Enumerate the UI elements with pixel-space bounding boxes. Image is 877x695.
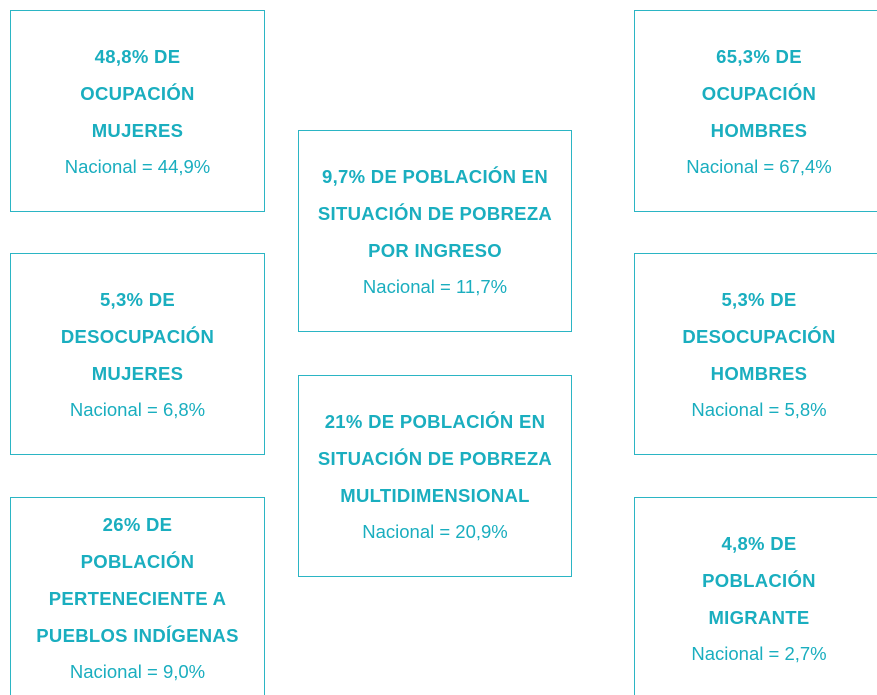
national-value: Nacional = 20,9% — [362, 520, 508, 542]
national-value: Nacional = 44,9% — [64, 155, 211, 177]
headline-line: 5,3% DE — [99, 288, 176, 310]
stat-box: 65,3% DE OCUPACIÓN HOMBRES Nacional = 67,4% — [634, 10, 877, 212]
headline-line: DESOCUPACIÓN — [682, 325, 836, 347]
national-value: Nacional = 11,7% — [362, 275, 508, 297]
headline-line: MIGRANTE — [708, 606, 810, 628]
national-value: Nacional = 2,7% — [691, 642, 827, 664]
stat-box: 9,7% DE POBLACIÓN EN SITUACIÓN DE POBREZA… — [298, 130, 572, 332]
national-value: Nacional = 6,8% — [69, 398, 206, 420]
headline-line: 26% DE — [102, 514, 173, 535]
headline-line: MUJERES — [91, 362, 184, 384]
stat-box: 5,3% DE DESOCUPACIÓN MUJERES Nacional = 6,8… — [10, 253, 265, 455]
headline-line: PUEBLOS INDÍGENAS — [36, 625, 239, 646]
headline-line: 5,3% DE — [721, 288, 797, 310]
headline-line: HOMBRES — [710, 119, 808, 141]
headline-line: HOMBRES — [710, 362, 808, 384]
national-value: Nacional = 9,0% — [69, 661, 206, 682]
stat-box: 21% DE POBLACIÓN EN SITUACIÓN DE POBREZA M… — [298, 375, 572, 577]
headline-line: MULTIDIMENSIONAL — [340, 484, 530, 506]
headline-line: SITUACIÓN DE POBREZA — [317, 202, 553, 224]
national-value: Nacional = 5,8% — [691, 398, 827, 420]
headline-line: MUJERES — [91, 119, 184, 141]
headline-line: OCUPACIÓN — [80, 82, 195, 104]
stat-box: 26% DE POBLACIÓN PERTENECIENTE A PUEBLOS IN… — [10, 497, 265, 695]
headline-line: POBLACIÓN — [80, 551, 195, 572]
headline-line: 21% DE POBLACIÓN EN — [324, 410, 546, 432]
headline-line: OCUPACIÓN — [701, 82, 817, 104]
stat-box: 5,3% DE DESOCUPACIÓN HOMBRES Nacional = 5,8… — [634, 253, 877, 455]
headline-line: 65,3% DE — [716, 45, 802, 67]
headline-line: PERTENECIENTE A — [48, 588, 227, 609]
headline-line: DESOCUPACIÓN — [60, 325, 215, 347]
stat-box: 48,8% DE OCUPACIÓN MUJERES Nacional = 44,9% — [10, 10, 265, 212]
headline-line: 4,8% DE — [721, 532, 797, 554]
headline-line: SITUACIÓN DE POBREZA — [317, 447, 553, 469]
headline-line: POBLACIÓN — [702, 569, 816, 591]
national-value: Nacional = 67,4% — [686, 155, 832, 177]
headline-line: POR INGRESO — [368, 239, 502, 261]
headline-line: 48,8% DE — [94, 45, 181, 67]
headline-line: 9,7% DE POBLACIÓN EN — [322, 165, 548, 187]
stat-box: 4,8% DE POBLACIÓN MIGRANTE Nacional = 2,7% — [634, 497, 877, 695]
